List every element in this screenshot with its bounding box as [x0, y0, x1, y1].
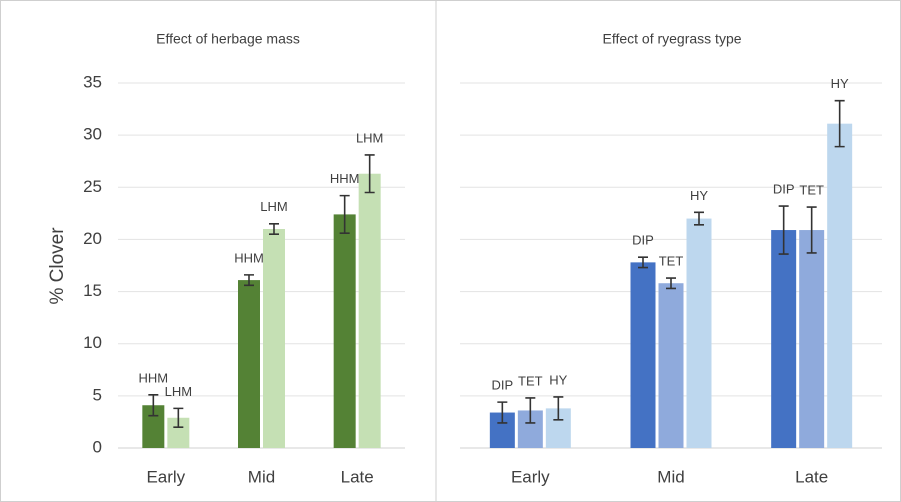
- data-label: TET: [659, 253, 684, 268]
- x-tick-label: Late: [341, 467, 374, 486]
- data-label: LHM: [260, 199, 287, 214]
- data-label: HHM: [234, 250, 264, 265]
- error-bar: [694, 211, 704, 226]
- error-bar: [525, 397, 536, 424]
- x-tick-label: Mid: [248, 467, 275, 486]
- data-label: DIP: [491, 378, 513, 393]
- y-tick-label: 15: [83, 281, 102, 300]
- panel-title: Effect of herbage mass: [156, 31, 300, 47]
- error-bar: [497, 401, 508, 424]
- data-label: DIP: [632, 233, 654, 248]
- data-label: HY: [549, 372, 567, 387]
- bar: [263, 229, 285, 448]
- x-tick-label: Mid: [657, 467, 684, 486]
- error-bar: [778, 205, 789, 255]
- bar: [358, 173, 381, 448]
- x-tick-label: Early: [511, 467, 550, 486]
- error-bar: [553, 396, 564, 421]
- error-bar: [638, 256, 648, 269]
- error-bar: [364, 154, 375, 194]
- error-bar: [173, 407, 184, 428]
- error-bar: [148, 394, 159, 417]
- panel-title: Effect of ryegrass type: [602, 31, 741, 47]
- error-bar: [244, 274, 254, 287]
- y-tick-label: 20: [83, 229, 102, 248]
- y-tick-label: 25: [83, 177, 102, 196]
- bar: [167, 417, 190, 448]
- bar: [630, 262, 656, 448]
- error-bar: [666, 277, 676, 290]
- y-tick-label: 0: [93, 437, 102, 456]
- data-label: HHM: [330, 171, 360, 186]
- error-bar: [269, 222, 279, 236]
- bar: [142, 405, 165, 448]
- bar: [827, 123, 853, 449]
- bar: [658, 283, 684, 448]
- data-label: TET: [799, 183, 824, 198]
- data-label: HY: [690, 188, 708, 203]
- y-tick-label: 10: [83, 333, 102, 352]
- bar: [799, 230, 825, 448]
- data-label: HHM: [139, 370, 169, 385]
- data-label: DIP: [773, 181, 795, 196]
- bar: [771, 230, 797, 448]
- y-tick-label: 30: [83, 125, 102, 144]
- data-label: LHM: [356, 130, 383, 145]
- bar: [238, 280, 260, 448]
- error-bar: [834, 99, 845, 148]
- x-tick-label: Late: [795, 467, 828, 486]
- y-axis-title: % Clover: [47, 227, 68, 305]
- error-bar: [806, 206, 817, 254]
- y-tick-label: 35: [83, 72, 102, 91]
- bar: [333, 214, 356, 448]
- data-label: HY: [831, 76, 849, 91]
- data-label: LHM: [165, 384, 192, 399]
- y-tick-label: 5: [93, 385, 102, 404]
- x-tick-label: Early: [146, 467, 185, 486]
- error-bar: [339, 194, 350, 234]
- bar: [686, 218, 712, 448]
- data-label: TET: [518, 373, 543, 388]
